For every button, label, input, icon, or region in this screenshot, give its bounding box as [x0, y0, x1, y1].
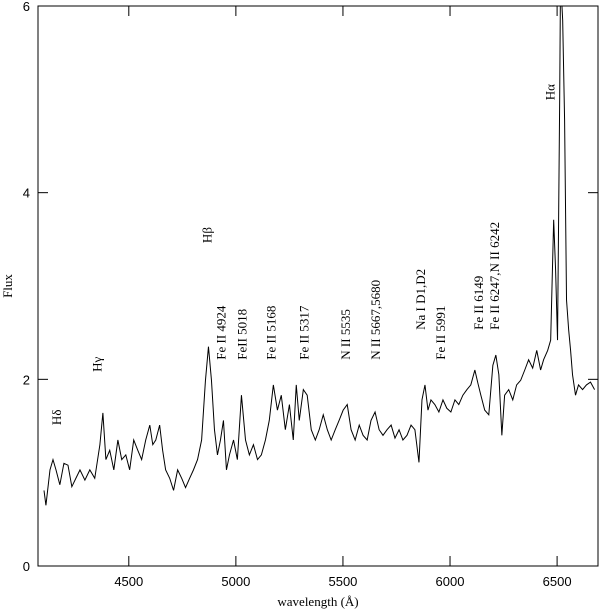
- line-annotation: Hβ: [200, 227, 215, 243]
- line-annotation: N II 5535: [338, 309, 353, 360]
- line-annotation: Fe II 6149: [471, 276, 486, 330]
- y-tick-label: 2: [23, 372, 30, 387]
- y-tick-label: 0: [23, 559, 30, 574]
- line-annotation: Fe II 5168: [263, 306, 278, 360]
- x-axis-label: wavelength (Å): [277, 594, 358, 609]
- line-annotation: Fe II 5317: [296, 305, 311, 360]
- line-annotation: Fe II 4924: [214, 305, 229, 360]
- spectrum-line: [43, 6, 596, 506]
- line-annotation: Hδ: [49, 410, 64, 426]
- y-tick-label: 4: [23, 186, 30, 201]
- x-tick-label: 4500: [114, 574, 143, 589]
- line-annotation: Hα: [543, 84, 558, 100]
- x-tick-label: 5000: [221, 574, 250, 589]
- line-annotation: Fe II 6247,N II 6242: [487, 222, 502, 330]
- line-annotation: Na I D1,D2: [413, 269, 428, 330]
- line-annotation: Fe II 5991: [433, 306, 448, 360]
- plot-frame: [37, 5, 599, 567]
- line-annotation: FeII 5018: [235, 309, 250, 360]
- y-tick-label: 6: [23, 0, 30, 14]
- x-tick-label: 5500: [328, 574, 357, 589]
- line-annotation: N II 5667,5680: [368, 280, 383, 360]
- line-annotation: Hγ: [90, 356, 105, 371]
- x-tick-label: 6500: [543, 574, 572, 589]
- x-tick-label: 6000: [436, 574, 465, 589]
- y-axis-label: Flux: [0, 274, 15, 298]
